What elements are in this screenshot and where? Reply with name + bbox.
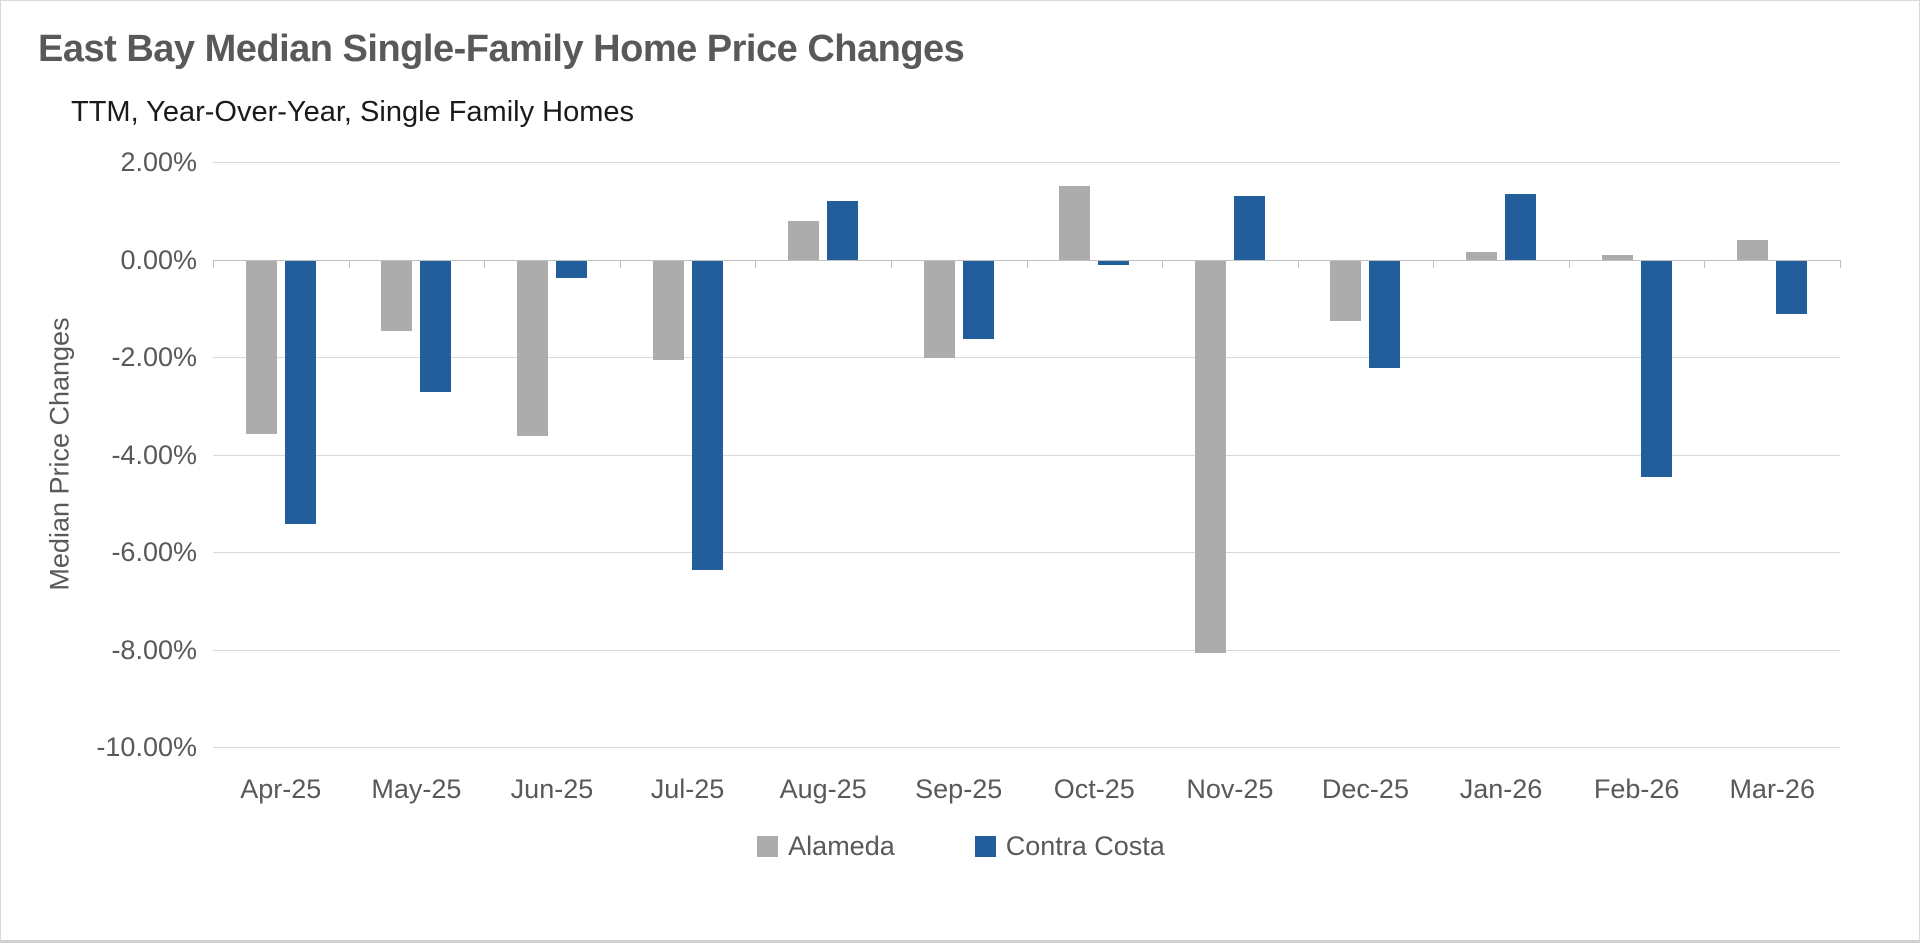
x-tick-label-jun-25: Jun-25 <box>510 774 594 804</box>
legend-item-alameda: Alameda <box>757 831 895 862</box>
gridline--4 <box>213 454 1840 456</box>
x-axis-tick-4 <box>755 259 757 268</box>
legend-swatch-alameda <box>757 836 779 857</box>
x-tick-label-may-25: May-25 <box>371 774 462 804</box>
x-axis-tick-12 <box>1840 259 1841 268</box>
x-axis-tick-11 <box>1704 259 1706 268</box>
x-tick-label-jan-26: Jan-26 <box>1459 774 1543 804</box>
y-tick-label-1: 0.00% <box>120 244 197 275</box>
gridline--2 <box>213 357 1840 358</box>
bar-alameda-aug-25 <box>788 220 820 260</box>
x-axis-tick-7 <box>1162 259 1164 268</box>
x-axis-tick-3 <box>619 259 621 268</box>
bar-contra-costa-jan-26 <box>1505 193 1537 260</box>
legend-item-contra-costa: Contra Costa <box>974 831 1165 862</box>
x-axis-tick-10 <box>1568 259 1570 268</box>
bar-alameda-may-25 <box>381 260 413 332</box>
bar-contra-costa-may-25 <box>420 260 452 393</box>
y-tick-label-6: -10.00% <box>96 732 197 762</box>
legend: Alameda Contra Costa <box>1 831 1919 862</box>
x-axis-tick-0 <box>213 259 214 268</box>
gridline--8 <box>213 649 1840 651</box>
chart-title: East Bay Median Single-Family Home Price… <box>38 28 965 70</box>
bar-contra-costa-jun-25 <box>555 260 587 278</box>
x-axis-tick-2 <box>484 259 486 268</box>
bar-alameda-jan-26 <box>1466 252 1498 260</box>
y-tick-label-3: -4.00% <box>111 439 197 470</box>
bar-contra-costa-dec-25 <box>1369 260 1401 368</box>
bar-contra-costa-oct-25 <box>1098 260 1130 266</box>
bar-contra-costa-mar-26 <box>1776 260 1808 315</box>
x-tick-label-oct-25: Oct-25 <box>1053 774 1135 804</box>
gridline--10 <box>213 747 1840 748</box>
x-tick-label-feb-26: Feb-26 <box>1593 774 1680 804</box>
bar-alameda-mar-26 <box>1737 240 1769 260</box>
bar-contra-costa-feb-26 <box>1640 260 1672 478</box>
x-axis-tick-6 <box>1026 259 1028 268</box>
y-tick-label-5: -8.00% <box>111 634 197 665</box>
x-tick-label-jul-25: Jul-25 <box>650 774 725 804</box>
bar-alameda-feb-26 <box>1601 254 1633 260</box>
y-tick-label-4: -6.00% <box>111 537 197 567</box>
legend-label-contra-costa: Contra Costa <box>1005 831 1165 861</box>
x-tick-label-sep-25: Sep-25 <box>915 774 1003 804</box>
legend-swatch-contra-costa <box>974 836 996 857</box>
bar-alameda-jun-25 <box>516 260 548 436</box>
gridline-2 <box>213 162 1840 163</box>
y-tick-label-0: 2.00% <box>120 147 197 177</box>
plot-area <box>213 162 1841 748</box>
x-tick-label-nov-25: Nov-25 <box>1186 774 1274 804</box>
bar-alameda-apr-25 <box>245 260 277 434</box>
bar-contra-costa-aug-25 <box>827 201 859 260</box>
bar-alameda-sep-25 <box>923 260 955 358</box>
bar-alameda-dec-25 <box>1330 260 1362 322</box>
bar-contra-costa-sep-25 <box>962 260 994 339</box>
legend-label-alameda: Alameda <box>788 831 895 861</box>
gridline--6 <box>213 552 1840 553</box>
bar-contra-costa-nov-25 <box>1233 196 1265 260</box>
x-tick-label-mar-26: Mar-26 <box>1729 774 1815 804</box>
x-axis-tick-5 <box>890 259 892 268</box>
x-axis-tick-1 <box>348 259 350 268</box>
x-tick-label-aug-25: Aug-25 <box>779 774 867 804</box>
bar-alameda-oct-25 <box>1059 186 1091 260</box>
chart-subtitle: TTM, Year-Over-Year, Single Family Homes <box>71 96 635 128</box>
x-axis-tick-8 <box>1297 259 1299 268</box>
y-tick-label-2: -2.00% <box>111 342 197 372</box>
bar-contra-costa-jul-25 <box>691 260 723 571</box>
x-tick-label-apr-25: Apr-25 <box>240 774 322 804</box>
bar-alameda-nov-25 <box>1194 260 1226 653</box>
x-tick-label-dec-25: Dec-25 <box>1321 774 1409 804</box>
bar-alameda-jul-25 <box>652 260 684 361</box>
bar-contra-costa-apr-25 <box>284 260 316 524</box>
x-axis-tick-9 <box>1433 259 1435 268</box>
